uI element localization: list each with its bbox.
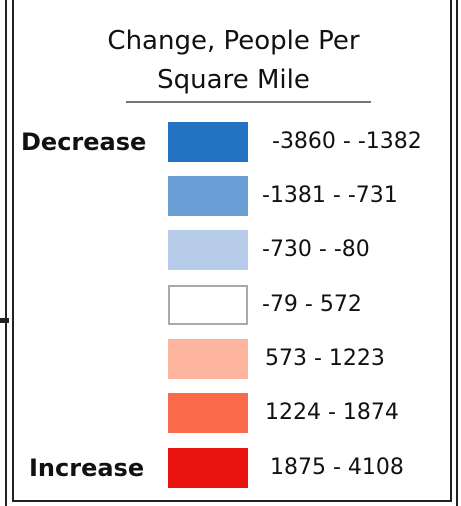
legend-divider [126,101,371,103]
legend-range-4: 573 - 1223 [265,346,385,371]
legend-range-5: 1224 - 1874 [265,400,399,425]
map-frame-edge-left [5,0,7,506]
map-frame-edge-right [456,0,458,506]
legend-row-5: 1224 - 1874 [0,393,461,433]
legend-range-2: -730 - -80 [262,237,370,262]
legend-row-6: Increase 1875 - 4108 [0,448,461,488]
legend-title: Change, People Per Square Mile [0,22,461,100]
legend-range-0: -3860 - -1382 [272,129,422,154]
legend-range-6: 1875 - 4108 [270,455,404,480]
legend-row-2: -730 - -80 [0,230,461,270]
decrease-label: Decrease [21,128,147,156]
legend-swatch-1 [168,176,248,216]
increase-label: Increase [29,454,145,482]
legend-row-3: -79 - 572 [0,285,461,325]
legend-row-0: Decrease -3860 - -1382 [0,122,461,162]
legend-swatch-0 [168,122,248,162]
legend-range-1: -1381 - -731 [262,183,398,208]
legend-title-line2: Square Mile [157,65,310,95]
legend-row-1: -1381 - -731 [0,176,461,216]
legend-swatch-4 [168,339,248,379]
legend-range-3: -79 - 572 [262,292,362,317]
legend-title-line1: Change, People Per [107,26,360,56]
legend-swatch-6 [168,448,248,488]
legend-swatch-2 [168,230,248,270]
legend-row-4: 573 - 1223 [0,339,461,379]
legend-swatch-3 [168,285,248,325]
map-frame-tick [0,318,9,323]
legend-swatch-5 [168,393,248,433]
